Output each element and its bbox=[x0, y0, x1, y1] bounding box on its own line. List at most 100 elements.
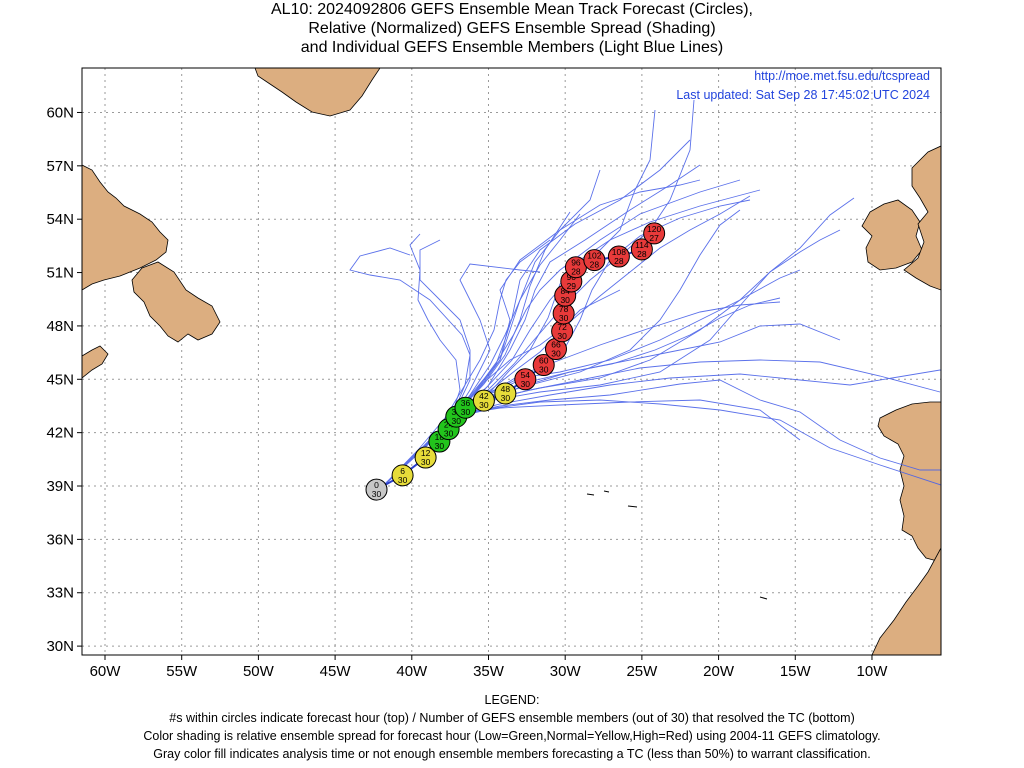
lon-tick-label: 20W bbox=[703, 663, 735, 680]
track-point-circle bbox=[472, 389, 495, 412]
track-point-members: 30 bbox=[435, 441, 445, 451]
last-updated: Last updated: Sat Sep 28 17:45:02 UTC 20… bbox=[676, 88, 930, 102]
source-url[interactable]: http://moe.met.fsu.edu/tcspread bbox=[754, 69, 930, 83]
land-masses bbox=[82, 68, 941, 655]
track-point-members: 30 bbox=[398, 475, 408, 485]
track-point-hour: 60 bbox=[539, 356, 549, 366]
track-point-hour: 78 bbox=[559, 304, 569, 314]
title-line-2: Relative (Normalized) GEFS Ensemble Spre… bbox=[308, 20, 716, 37]
lon-tick-label: 60W bbox=[90, 663, 122, 680]
lon-tick-label: 35W bbox=[473, 663, 505, 680]
lat-tick-label: 30N bbox=[46, 638, 74, 655]
lat-tick-label: 36N bbox=[46, 531, 74, 548]
axis-tick-labels: 60W 55W 50W 45W 40W 35W 30W 25W 20W 15W 10W 60N 57N 5… bbox=[46, 104, 888, 680]
legend-line-2: Color shading is relative ensemble sprea… bbox=[143, 729, 881, 743]
azores-islands bbox=[586, 490, 638, 508]
track-point-hour: 108 bbox=[612, 247, 626, 257]
track-point-members: 28 bbox=[614, 256, 624, 266]
track-point: 630 bbox=[391, 464, 414, 487]
track-point-members: 30 bbox=[539, 365, 549, 375]
track-point-members: 28 bbox=[637, 249, 647, 259]
track-point-circle bbox=[414, 446, 437, 469]
greenland-land bbox=[254, 68, 381, 117]
iberia-land bbox=[877, 401, 941, 563]
track-point-hour: 84 bbox=[560, 286, 570, 296]
track-point-circle bbox=[494, 382, 517, 405]
track-point-members: 30 bbox=[461, 407, 471, 417]
lat-tick-label: 42N bbox=[46, 425, 74, 442]
track-point-hour: 66 bbox=[551, 340, 561, 350]
track-point-circle bbox=[607, 245, 630, 268]
track-point-members: 30 bbox=[521, 379, 531, 389]
track-point-hour: 12 bbox=[421, 448, 431, 458]
track-point-members: 28 bbox=[590, 260, 600, 270]
track-point-circle bbox=[583, 249, 606, 272]
legend: LEGEND: #s within circles indicate forec… bbox=[0, 691, 1024, 763]
track-point-hour: 114 bbox=[635, 240, 649, 250]
map-frame bbox=[81, 67, 942, 656]
legend-heading: LEGEND: bbox=[484, 693, 540, 707]
great-britain-land bbox=[903, 145, 941, 291]
track-point-members: 30 bbox=[421, 457, 431, 467]
legend-line-3: Gray color fill indicates analysis time … bbox=[153, 747, 871, 761]
legend-line-1: #s within circles indicate forecast hour… bbox=[169, 711, 855, 725]
lon-tick-label: 40W bbox=[396, 663, 428, 680]
lat-tick-label: 48N bbox=[46, 318, 74, 335]
track-point-members: 30 bbox=[452, 416, 462, 426]
newfoundland-land bbox=[131, 261, 221, 343]
lon-tick-label: 50W bbox=[243, 663, 275, 680]
lat-tick-label: 54N bbox=[46, 211, 74, 228]
track-point-hour: 54 bbox=[521, 370, 531, 380]
lon-tick-label: 45W bbox=[320, 663, 352, 680]
track-point-hour: 42 bbox=[479, 391, 489, 401]
track-point-members: 30 bbox=[372, 489, 382, 499]
track-point-members: 30 bbox=[551, 349, 561, 359]
chart-title: AL10: 2024092806 GEFS Ensemble Mean Trac… bbox=[0, 0, 1024, 57]
lon-tick-label: 55W bbox=[166, 663, 198, 680]
lon-tick-label: 30W bbox=[550, 663, 582, 680]
track-point-members: 30 bbox=[560, 295, 570, 305]
track-point-members: 30 bbox=[479, 400, 489, 410]
track-point-hour: 0 bbox=[374, 480, 379, 490]
africa-land bbox=[871, 547, 941, 655]
lat-tick-label: 51N bbox=[46, 265, 74, 282]
labrador-land bbox=[82, 164, 169, 291]
lat-tick-label: 60N bbox=[46, 104, 74, 121]
lon-tick-label: 25W bbox=[626, 663, 658, 680]
title-line-1: AL10: 2024092806 GEFS Ensemble Mean Trac… bbox=[271, 1, 753, 18]
title-line-3: and Individual GEFS Ensemble Members (Li… bbox=[300, 39, 724, 56]
track-point-members: 27 bbox=[649, 233, 659, 243]
track-point-hour: 36 bbox=[461, 398, 471, 408]
track-point-hour: 18 bbox=[435, 432, 445, 442]
track-point-members: 28 bbox=[571, 267, 581, 277]
ireland-land bbox=[861, 199, 923, 271]
nova-scotia-land bbox=[82, 345, 109, 379]
track-point-members: 30 bbox=[557, 331, 567, 341]
track-point: 030 bbox=[365, 478, 388, 501]
track-point-hour: 6 bbox=[400, 466, 405, 476]
track-point-hour: 48 bbox=[501, 384, 511, 394]
mean-track-circles: 0306301230183024303030363042304830543060… bbox=[365, 222, 666, 501]
lat-tick-label: 39N bbox=[46, 478, 74, 495]
track-point-hour: 72 bbox=[557, 322, 567, 332]
track-point-circle bbox=[514, 368, 537, 391]
track-point-hour: 120 bbox=[647, 224, 661, 234]
track-point-circle bbox=[391, 464, 414, 487]
graticule-grid bbox=[82, 68, 941, 655]
track-point-circle bbox=[643, 222, 666, 245]
lon-tick-label: 10W bbox=[857, 663, 889, 680]
track-point-members: 30 bbox=[501, 393, 511, 403]
track-point-members: 29 bbox=[567, 281, 577, 291]
track-point-hour: 102 bbox=[587, 251, 601, 261]
track-point-members: 30 bbox=[444, 429, 454, 439]
track-point-hour: 96 bbox=[571, 258, 581, 268]
